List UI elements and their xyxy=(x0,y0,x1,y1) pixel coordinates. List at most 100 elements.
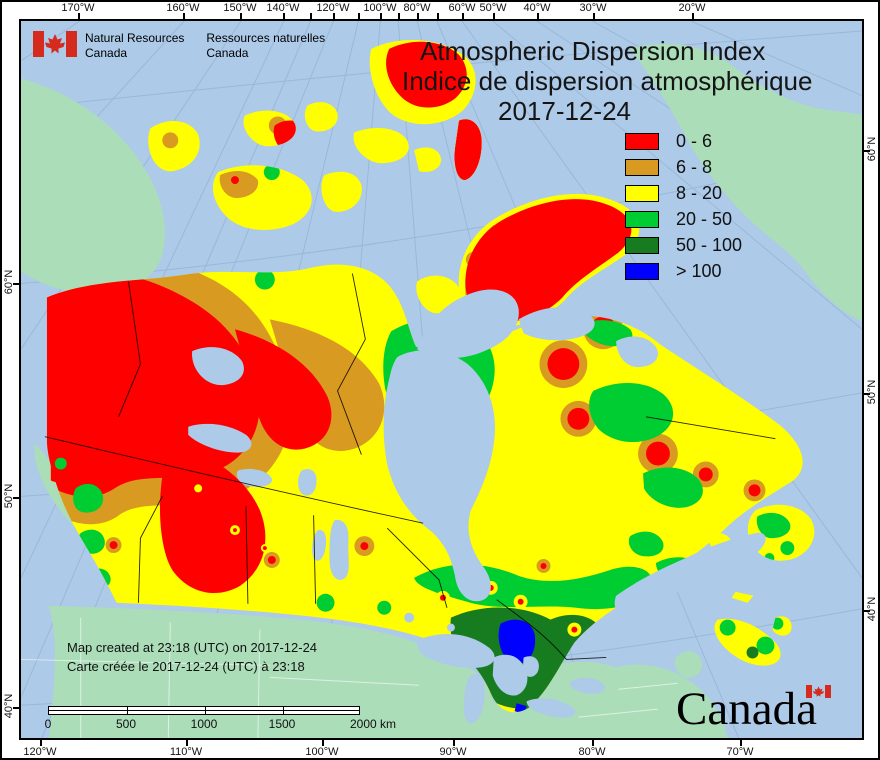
axis-label-top: 40°W xyxy=(523,2,551,14)
map-title-en: Atmospheric Dispersion Index xyxy=(420,36,766,66)
scale-bar-midline xyxy=(49,710,359,711)
map-title-fr: Indice de dispersion atmosphérique xyxy=(402,66,813,96)
state-borders xyxy=(21,617,678,738)
axis-tick-bottom xyxy=(40,740,42,746)
legend-swatch xyxy=(625,159,659,176)
hudson-bay xyxy=(383,350,495,602)
maine xyxy=(675,651,703,678)
axis-tick-top xyxy=(78,13,80,19)
axis-tick-top xyxy=(537,13,539,19)
scale-bar-label: 0 xyxy=(44,717,52,731)
axis-tick-right xyxy=(864,393,870,395)
scale-bar xyxy=(48,706,360,715)
legend-swatch xyxy=(625,211,659,228)
axis-tick-top xyxy=(183,13,185,19)
axis-tick-left xyxy=(13,707,19,709)
legend-swatch xyxy=(625,185,659,202)
axis-label-top: 50°W xyxy=(479,2,507,14)
axis-label-top: 20°W xyxy=(678,2,706,14)
hudson-strait xyxy=(518,307,595,341)
axis-label-top: 150°W xyxy=(223,2,257,14)
credit-line-fr: Carte créée le 2017-12-24 (UTC) à 23:18 xyxy=(67,659,305,674)
axis-tick-top xyxy=(493,13,495,19)
map-credit: Map created at 23:18 (UTC) on 2017-12-24… xyxy=(67,638,317,676)
interior-water xyxy=(188,289,766,724)
legend: 0 - 6 6 - 8 8 - 20 20 - 50 50 - 100 > 100 xyxy=(625,131,743,281)
lake-erie xyxy=(526,698,576,718)
canada-wordmark: Canada xyxy=(676,683,817,735)
credit-line-en: Map created at 23:18 (UTC) on 2017-12-24 xyxy=(67,640,318,655)
lake-ontario xyxy=(570,677,605,694)
scale-bar-label: 1500 xyxy=(268,717,296,731)
axis-label-right: 50°N xyxy=(866,379,878,405)
provincial-borders xyxy=(44,273,776,660)
scale-bar-label: 500 xyxy=(115,717,137,731)
axis-tick-top xyxy=(398,13,400,19)
map xyxy=(21,21,862,738)
axis-tick-bottom xyxy=(453,740,455,746)
legend-row: > 100 xyxy=(625,261,742,281)
gulf-st-lawrence xyxy=(614,532,766,614)
legend-label: > 100 xyxy=(676,261,722,281)
legend-swatch xyxy=(625,133,659,150)
legend-row: 50 - 100 xyxy=(625,235,743,255)
usa-west xyxy=(48,605,495,738)
georgian-bay xyxy=(522,656,539,677)
axis-label-bottom: 100°W xyxy=(305,746,339,758)
logo-text-en: Natural Resources Canada xyxy=(85,31,185,60)
axis-label-left: 40°N xyxy=(3,693,15,719)
axis-label-top: 100°W xyxy=(363,2,397,14)
scale-bar-label: 1000 xyxy=(190,717,218,731)
legend-row: 0 - 6 xyxy=(625,131,742,151)
axis-tick-top xyxy=(692,13,694,19)
map-title-date: 2017-12-24 xyxy=(498,96,631,126)
axis-label-top: 160°W xyxy=(166,2,200,14)
axis-label-top: 170°W xyxy=(61,2,95,14)
usa-east xyxy=(493,661,728,738)
legend-row: 8 - 20 xyxy=(625,183,742,203)
axis-tick-top xyxy=(437,13,439,19)
axis-label-bottom: 90°W xyxy=(439,746,467,758)
axis-tick-top xyxy=(358,13,360,19)
axis-label-right: 60°N xyxy=(866,136,878,162)
lake-huron xyxy=(492,654,528,696)
axis-label-left: 60°N xyxy=(3,269,15,295)
scale-bar-divider xyxy=(205,707,206,714)
lake-superior xyxy=(417,634,495,668)
legend-label: 6 - 8 xyxy=(676,157,713,177)
lake-michigan xyxy=(463,674,485,724)
legend-label: 8 - 20 xyxy=(676,183,723,203)
axis-label-bottom: 110°W xyxy=(169,746,203,758)
axis-label-bottom: 70°W xyxy=(726,746,754,758)
axis-label-left: 50°N xyxy=(3,483,15,509)
axis-tick-bottom xyxy=(592,740,594,746)
axis-tick-left xyxy=(13,283,19,285)
axis-label-top: 80°W xyxy=(403,2,431,14)
great-bear-lake xyxy=(192,347,244,386)
axis-tick-right xyxy=(864,610,870,612)
lake-athabasca xyxy=(236,468,273,487)
scale-bar-divider xyxy=(283,707,284,714)
axis-tick-bottom xyxy=(186,740,188,746)
map-frame xyxy=(19,19,864,740)
scale-bar-label: 2000 km xyxy=(349,717,397,731)
axis-tick-top xyxy=(310,13,312,19)
legend-row: 20 - 50 xyxy=(625,209,742,229)
axis-tick-right xyxy=(864,150,870,152)
legend-swatch xyxy=(625,263,659,280)
axis-label-top: 140°W xyxy=(266,2,300,14)
legend-label: 20 - 50 xyxy=(676,209,733,229)
axis-label-bottom: 120°W xyxy=(23,746,57,758)
wordmark-flag-icon xyxy=(806,685,831,698)
axis-label-top: 30°W xyxy=(579,2,607,14)
logo-text-fr: Ressources naturelles Canada xyxy=(206,31,326,60)
legend-label: 50 - 100 xyxy=(676,235,743,255)
legend-label: 0 - 6 xyxy=(676,131,713,151)
axis-tick-top xyxy=(417,13,419,19)
reindeer-lake xyxy=(298,468,317,496)
lake-winnipegosis xyxy=(312,529,327,561)
government-logo: Natural Resources Canada Ressources natu… xyxy=(33,31,325,61)
axis-label-top: 120°W xyxy=(316,2,350,14)
ungava-bay xyxy=(616,336,658,368)
